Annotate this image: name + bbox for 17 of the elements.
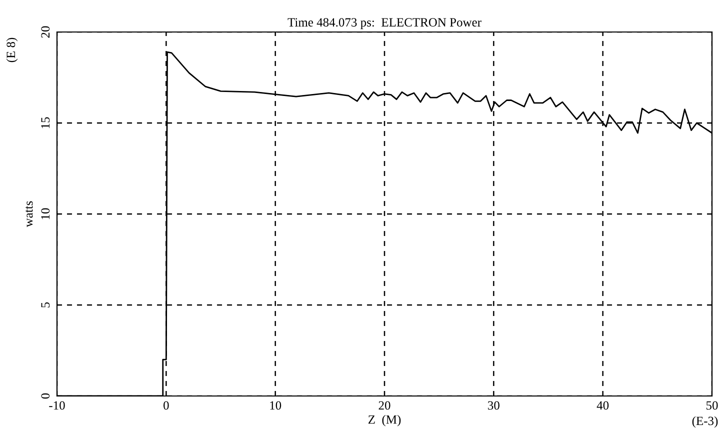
y-tick-label: 0 (41, 393, 50, 399)
text: (E 8) (6, 38, 18, 62)
x-tick-label: 20 (378, 401, 390, 410)
chart-title: Time 484.073 ps: ELECTRON Power (288, 18, 482, 30)
y-axis-title: watts (26, 201, 33, 228)
y-tick-label: 20 (41, 26, 50, 38)
x-tick-label: 10 (270, 401, 282, 410)
x-tick-label: 30 (488, 401, 500, 410)
x-tick-label: 50 (706, 401, 718, 410)
x-tick-label: -10 (49, 401, 65, 410)
y-tick-label: 5 (41, 302, 50, 308)
x-tick-label: 40 (596, 401, 609, 410)
text: (E-3) (692, 416, 718, 428)
x-tick-label: 0 (164, 401, 169, 410)
x-axis-title: Z (M) (368, 414, 401, 426)
y-tick-label: 15 (41, 117, 50, 128)
y-tick-label: 10 (41, 208, 50, 220)
